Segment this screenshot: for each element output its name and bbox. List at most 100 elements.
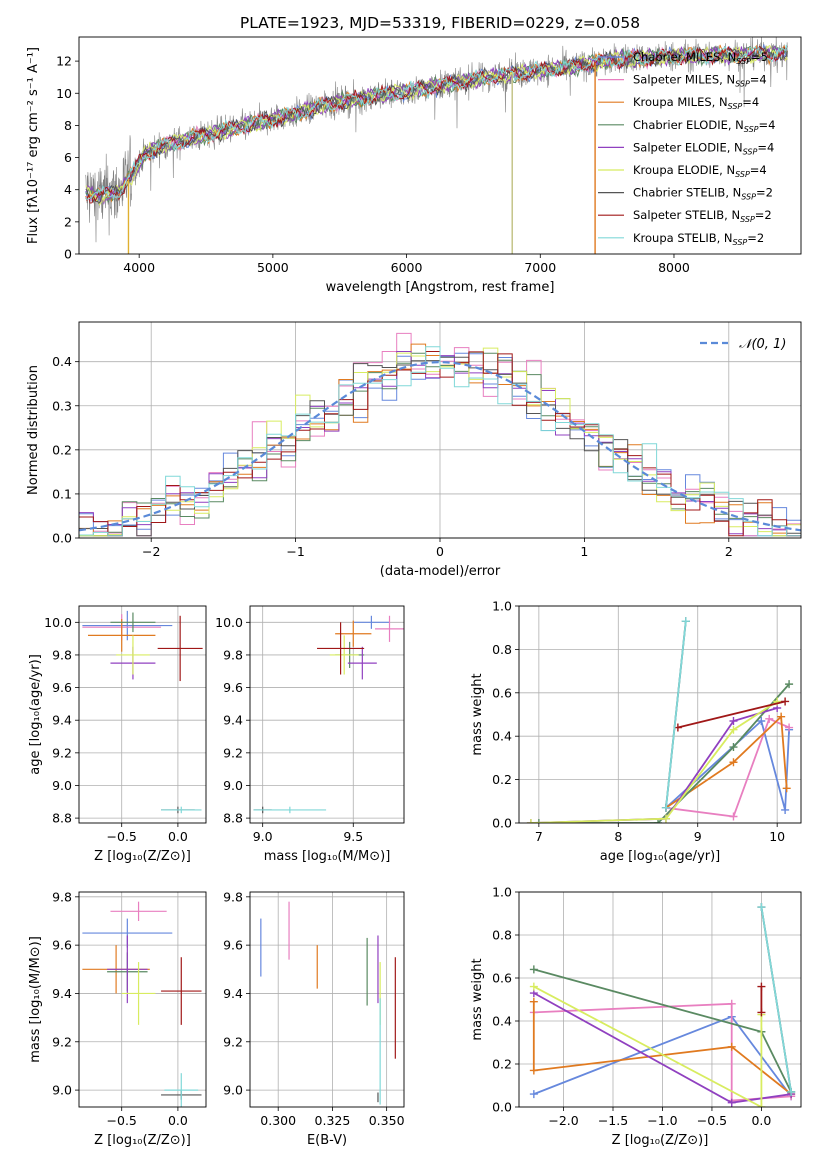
axes-frame (518, 605, 802, 824)
y-axis-label: age [log₁₀(age/yr)] (28, 654, 43, 775)
y-tick-label: 0 (64, 247, 72, 262)
series-marker (785, 680, 794, 689)
legend-label: Salpeter STELIB, NSSP=2 (633, 208, 772, 224)
y-tick-label: 10 (56, 86, 72, 101)
legend-label: Salpeter ELODIE, NSSP=4 (633, 140, 774, 156)
series-marker (729, 758, 738, 767)
series-marker (729, 812, 738, 821)
x-tick-label: −0.5 (107, 1113, 137, 1128)
x-tick-label: 0.0 (168, 829, 188, 844)
x-axis-label: Z [log₁₀(Z/Z⊙)] (94, 849, 191, 864)
y-tick-label: 9.0 (52, 778, 72, 793)
y-tick-label: 0.8 (492, 642, 512, 657)
x-tick-label: 9 (694, 829, 702, 844)
legend-sub: SSP (743, 147, 758, 156)
y-tick-label: 9.2 (223, 1034, 243, 1049)
series-marker (529, 982, 538, 991)
x-tick-label: −2.0 (548, 1113, 578, 1128)
axes-frame (249, 605, 405, 824)
x-axis-label: Z [log₁₀(Z/Z⊙)] (612, 1133, 709, 1148)
axes-frame (78, 605, 207, 824)
y-tick-label: 4 (64, 182, 72, 197)
y-tick-label: 0.4 (492, 1014, 512, 1029)
legend-count: =2 (755, 208, 772, 222)
y-tick-label: 10.0 (44, 615, 72, 630)
x-tick-label: 2 (725, 544, 733, 559)
series-marker (757, 903, 766, 912)
x-tick-label: 8000 (658, 260, 690, 275)
x-tick-label: −1.5 (598, 1113, 628, 1128)
series-marker (777, 712, 786, 721)
legend-text: Salpeter STELIB, N (633, 208, 740, 222)
x-tick-label: 9.0 (253, 829, 273, 844)
line-plot (526, 617, 794, 823)
legend-count: =4 (742, 95, 759, 109)
legend-sub: SSP (733, 238, 748, 247)
series-marker (729, 717, 738, 726)
y-tick-label: 8.8 (223, 811, 243, 826)
x-axis-label: mass [log₁₀(M/M⊙)] (264, 849, 391, 864)
series-line (760, 906, 792, 1093)
legend-text: Chabrier MILES, N (633, 50, 736, 64)
series-marker (785, 723, 794, 732)
legend-label: Chabrier MILES, NSSP=5 (633, 50, 768, 66)
series-marker (781, 697, 790, 706)
hist-step (79, 346, 801, 537)
series-line (530, 700, 778, 823)
x-tick-label: 0.350 (369, 1113, 405, 1128)
y-tick-label: 0.8 (492, 928, 512, 943)
series-marker (727, 999, 736, 1008)
legend-count: =4 (757, 140, 774, 154)
legend-sub: SSP (728, 102, 743, 111)
x-tick-label: −0.5 (697, 1113, 727, 1128)
x-tick-label: −0.5 (107, 829, 137, 844)
y-tick-label: 9.6 (223, 938, 243, 953)
y-tick-label: 9.4 (223, 986, 243, 1001)
series-line (665, 719, 790, 811)
legend-text: Kroupa ELODIE, N (633, 163, 735, 177)
y-tick-label: 9.6 (223, 680, 243, 695)
y-axis-label: mass weight (470, 673, 485, 755)
series-marker (757, 1103, 766, 1107)
axes-frame (518, 891, 802, 1108)
y-tick-label: 0.4 (52, 354, 72, 369)
legend-text: Salpeter ELODIE, N (633, 140, 743, 154)
y-tick-label: 2 (64, 214, 72, 229)
x-tick-label: 10 (769, 829, 785, 844)
y-tick-label: 9.8 (223, 647, 243, 662)
series-marker (757, 982, 766, 991)
y-tick-label: 0.0 (492, 816, 512, 831)
legend-label: Chabrier ELODIE, NSSP=4 (633, 118, 775, 134)
axes-frame (78, 891, 207, 1108)
x-tick-label: 0 (436, 544, 444, 559)
x-tick-label: −2 (142, 544, 160, 559)
axes-frame (249, 891, 405, 1108)
series-marker (529, 965, 538, 974)
x-tick-label: 0.0 (751, 1113, 771, 1128)
series-marker (654, 819, 663, 823)
y-tick-label: 9.0 (52, 1083, 72, 1098)
series-line (538, 683, 790, 823)
legend-sub: SSP (735, 80, 750, 89)
errorbar-plot (82, 610, 203, 814)
legend-text: Kroupa MILES, N (633, 95, 728, 109)
y-tick-label: 9.4 (223, 713, 243, 728)
series-marker (681, 617, 690, 626)
y-tick-label: 9.0 (223, 778, 243, 793)
spectrum-plot (85, 37, 788, 254)
legend-label: Chabrier STELIB, NSSP=2 (633, 186, 773, 202)
series-marker (757, 1008, 766, 1017)
x-tick-label: 8 (614, 829, 622, 844)
y-tick-label: 9.2 (52, 745, 72, 760)
y-tick-label: 9.4 (52, 986, 72, 1001)
errorbar-plot (82, 901, 202, 1107)
legend-sub: SSP (736, 57, 751, 66)
legend-count: =4 (750, 163, 767, 177)
errorbar-plot (260, 901, 396, 1105)
axes-frame (78, 36, 802, 255)
series-line (665, 621, 687, 808)
x-tick-label: 0.0 (168, 1113, 188, 1128)
series-marker (781, 805, 790, 814)
y-axis-label: Normed distribution (26, 365, 41, 495)
